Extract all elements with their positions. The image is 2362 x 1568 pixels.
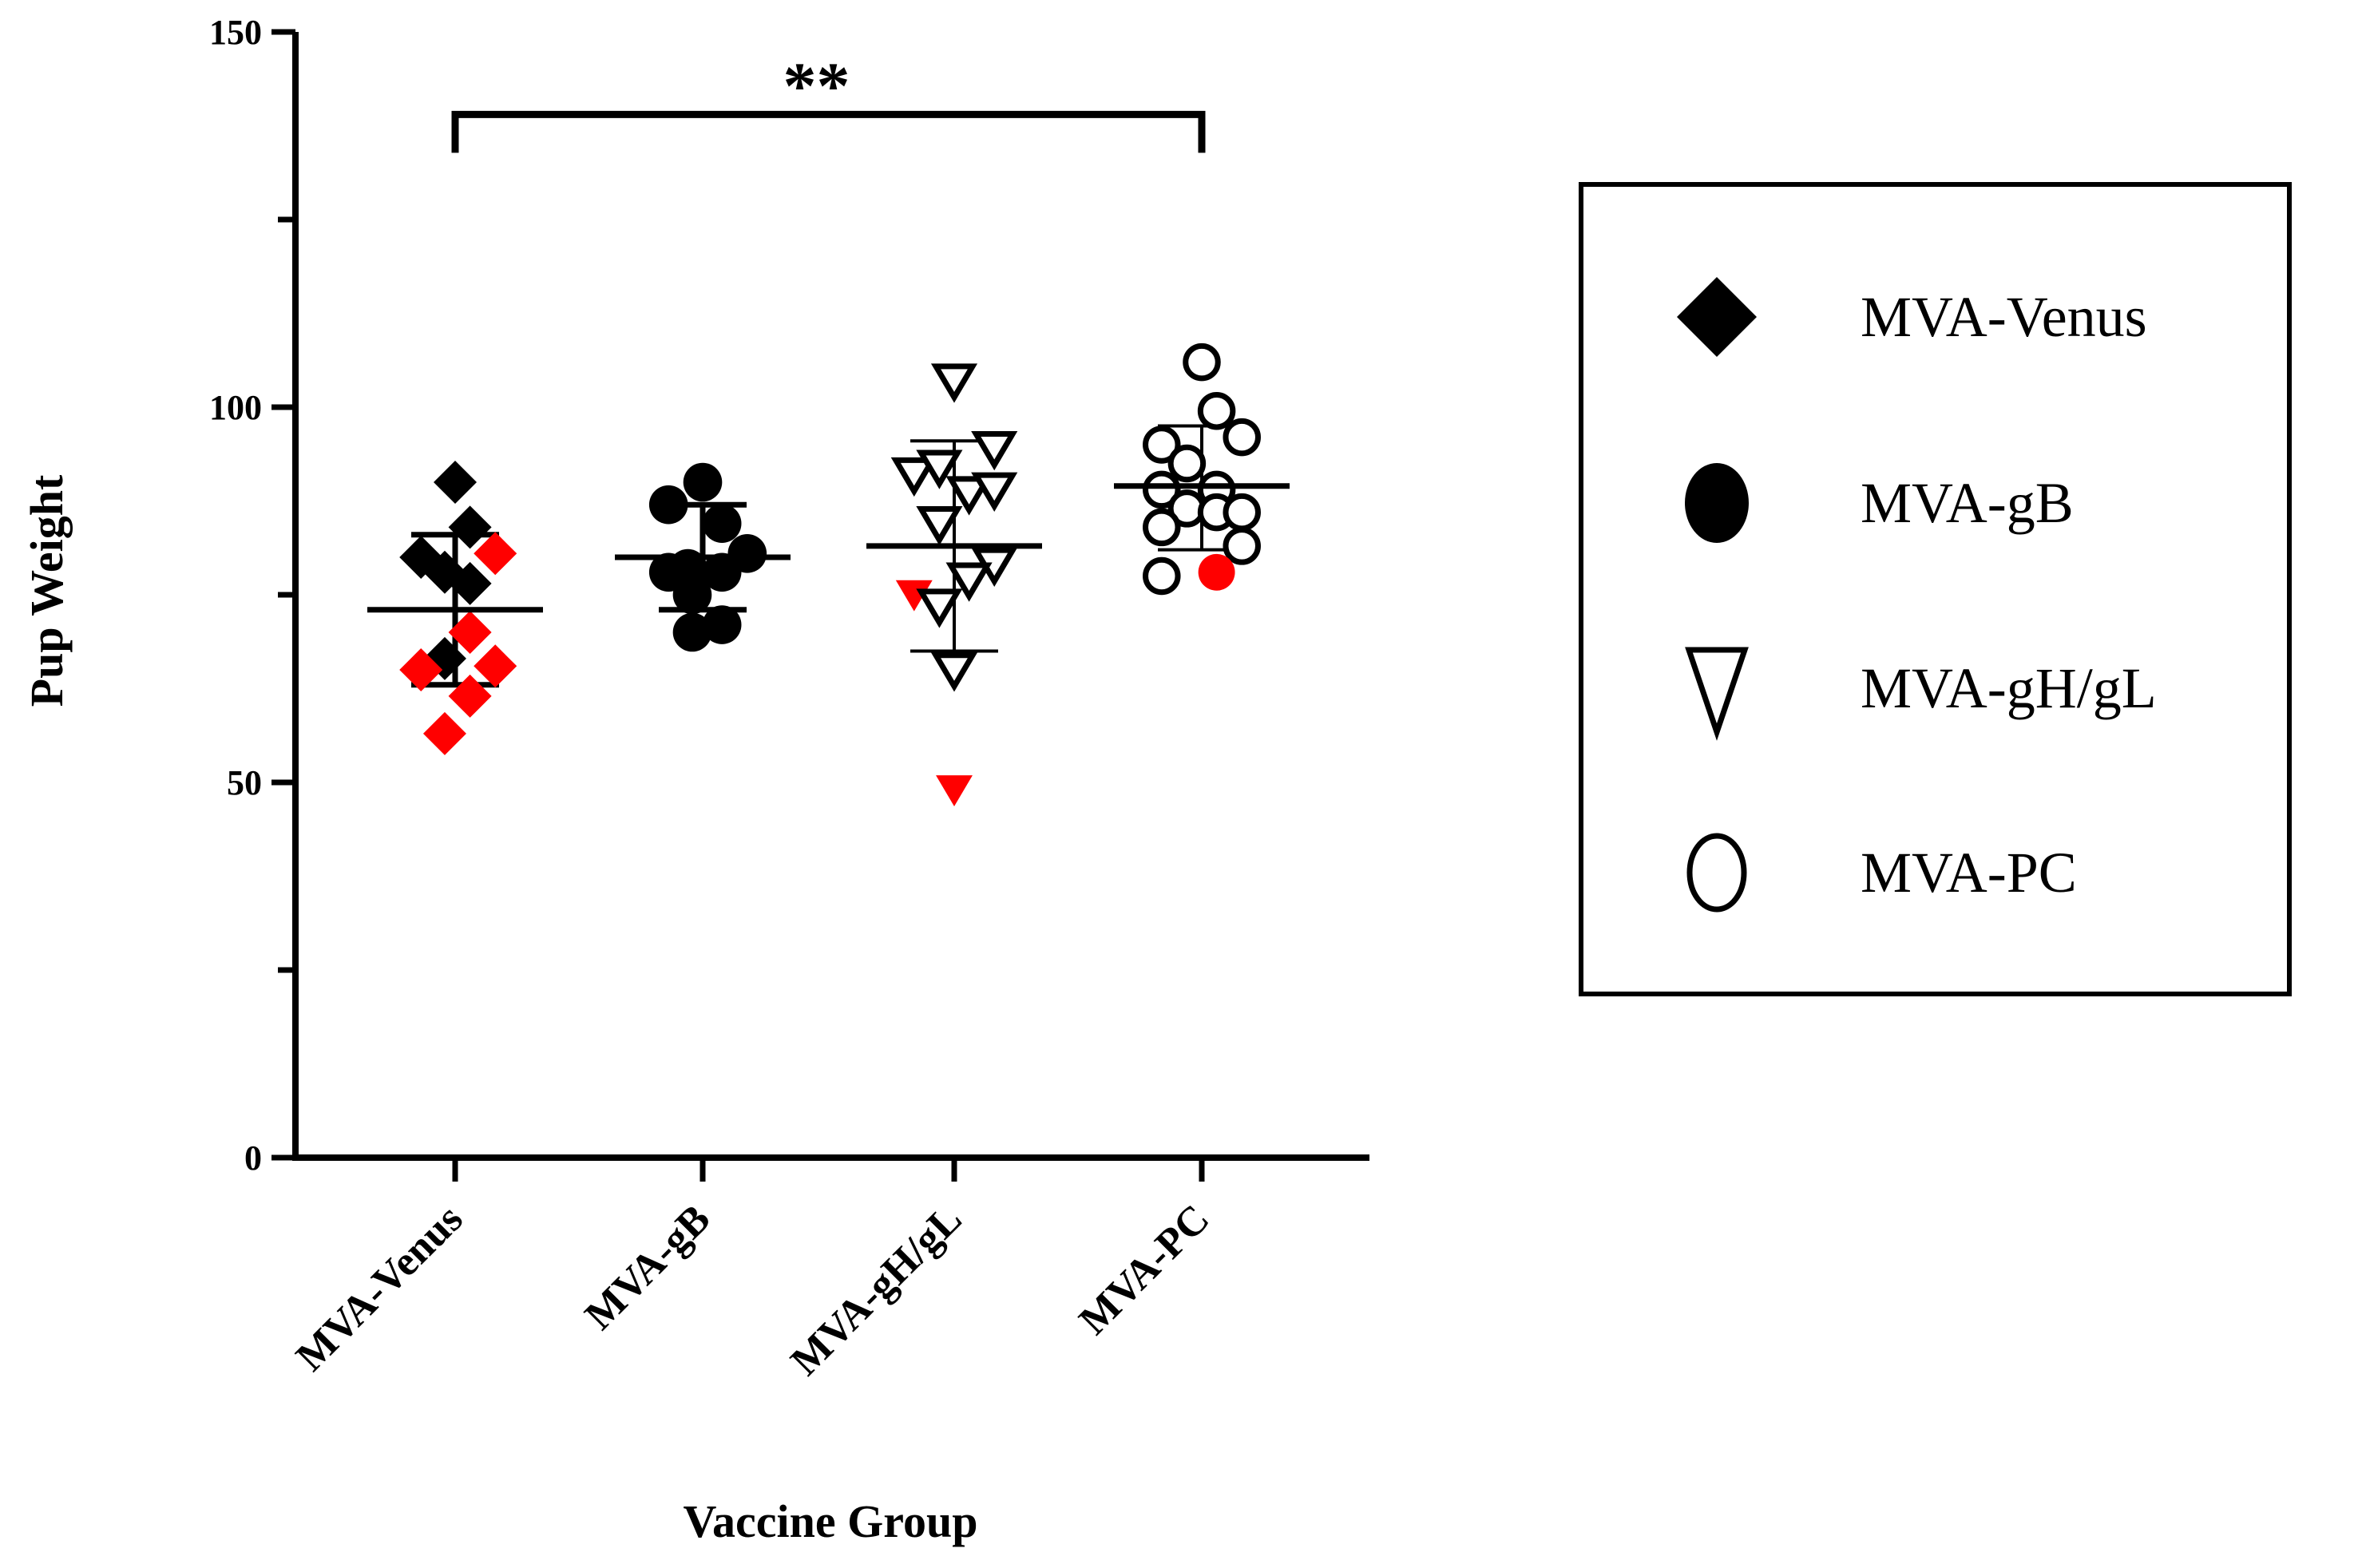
data-point xyxy=(448,505,492,549)
data-point xyxy=(1197,391,1236,430)
legend-entry: MVA-gH/gL xyxy=(1685,647,2157,741)
data-point xyxy=(916,588,963,628)
y-axis-ticks: 0 50 100 150 xyxy=(209,13,295,1178)
data-points xyxy=(367,343,1290,807)
legend: MVA-Venus MVA-gB MVA-gH/gL MVA-PC xyxy=(1579,182,2292,996)
data-point xyxy=(890,457,937,497)
x-tick-label: MVA-gH/gL xyxy=(783,1196,971,1384)
data-point xyxy=(971,430,1018,471)
data-point xyxy=(945,562,993,602)
legend-box xyxy=(1579,182,2292,996)
y-tick-label: 100 xyxy=(209,388,262,427)
y-tick-label: 150 xyxy=(209,13,262,52)
x-axis-title: Vaccine Group xyxy=(684,1495,978,1547)
data-point xyxy=(1143,470,1181,509)
error-bars xyxy=(411,424,1246,688)
y-tick-label: 50 xyxy=(227,763,262,802)
legend-marker xyxy=(1685,463,1749,543)
legend-marker xyxy=(1677,277,1757,357)
legend-entry: MVA-Venus xyxy=(1677,277,2147,357)
data-point xyxy=(1183,343,1221,382)
data-point xyxy=(702,504,742,543)
data-point xyxy=(936,775,973,807)
data-point xyxy=(1198,553,1235,591)
data-point xyxy=(474,532,517,576)
data-point xyxy=(1143,508,1181,547)
legend-label: MVA-PC xyxy=(1861,841,2077,905)
significance-line xyxy=(451,110,1206,153)
data-point xyxy=(1167,444,1207,483)
legend-label: MVA-gH/gL xyxy=(1861,656,2157,720)
significance-bracket: ** xyxy=(451,49,1206,153)
x-axis-categories: MVA-Venus MVA-gB MVA-gH/gL MVA-PC xyxy=(287,1158,1218,1384)
data-point xyxy=(448,561,492,605)
data-point xyxy=(683,462,723,502)
data-point xyxy=(930,363,978,403)
significance-label: ** xyxy=(783,49,850,123)
data-point xyxy=(672,575,712,615)
data-point xyxy=(702,552,742,592)
data-point xyxy=(916,449,963,489)
data-point xyxy=(1223,493,1261,532)
x-tick-label: MVA-Venus xyxy=(287,1196,471,1380)
data-point xyxy=(448,674,492,718)
data-point xyxy=(1143,556,1181,596)
legend-label: MVA-Venus xyxy=(1861,285,2147,349)
legend-marker xyxy=(1686,833,1747,913)
data-point xyxy=(672,612,712,652)
y-tick-label: 0 xyxy=(244,1138,262,1178)
x-tick-label: MVA-PC xyxy=(1071,1196,1219,1344)
data-point xyxy=(1223,527,1261,565)
data-point xyxy=(422,711,466,755)
x-tick-label: MVA-gB xyxy=(577,1196,719,1339)
data-point xyxy=(474,644,517,688)
data-point xyxy=(971,472,1018,512)
data-point xyxy=(1223,418,1261,457)
legend-entry: MVA-PC xyxy=(1686,833,2077,913)
y-axis-title: Pup Weight xyxy=(21,474,73,707)
legend-entry: MVA-gB xyxy=(1685,463,2074,543)
data-point xyxy=(448,611,492,654)
data-point xyxy=(648,485,688,525)
data-point xyxy=(916,505,963,546)
data-point xyxy=(399,648,443,691)
data-point xyxy=(895,580,933,612)
data-point xyxy=(930,652,978,692)
data-point xyxy=(434,461,477,504)
legend-label: MVA-gB xyxy=(1861,471,2074,535)
legend-marker xyxy=(1685,647,1749,741)
data-point xyxy=(702,605,742,644)
data-point xyxy=(945,476,993,516)
data-point xyxy=(1143,426,1181,464)
